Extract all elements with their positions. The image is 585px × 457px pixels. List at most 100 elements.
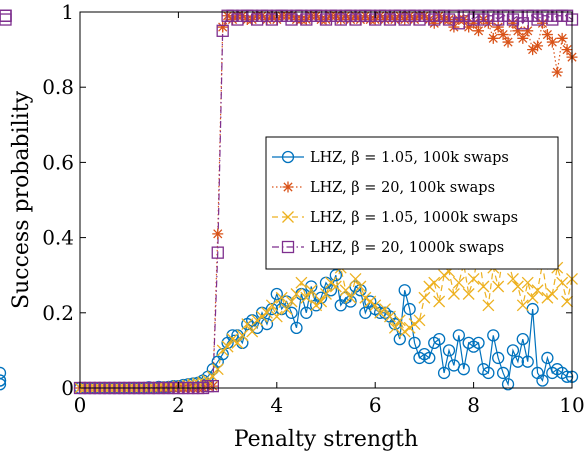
y-axis-label: Success probability <box>9 90 34 309</box>
data-point <box>403 302 416 316</box>
y-tick-label: 1 <box>61 0 74 24</box>
legend-label: LHZ, β = 20, 1000k swaps <box>310 240 504 256</box>
data-point <box>487 329 500 342</box>
x-tick-label: 8 <box>467 393 480 417</box>
data-point <box>393 314 406 327</box>
legend-box <box>265 136 559 270</box>
data-point <box>413 314 426 327</box>
data-point <box>517 32 529 44</box>
data-point <box>472 336 485 350</box>
data-point <box>384 310 396 323</box>
data-point <box>546 36 558 48</box>
data-point <box>339 284 352 297</box>
y-tick-label: 0 <box>61 376 74 400</box>
data-point <box>206 379 219 393</box>
data-point <box>310 299 323 312</box>
data-point <box>556 276 569 289</box>
data-point <box>560 370 574 383</box>
data-point <box>442 344 456 357</box>
data-point <box>423 351 436 365</box>
data-point <box>507 273 519 285</box>
legend-entries: LHZ, β = 1.05, 100k swaps LHZ, β = 20, 10… <box>272 150 518 256</box>
data-point <box>226 333 239 346</box>
data-point <box>261 306 273 319</box>
data-point <box>561 295 574 308</box>
data-point <box>428 276 441 289</box>
axis-ticks <box>79 11 573 389</box>
data-point <box>221 340 234 353</box>
data-point <box>496 366 510 380</box>
data-point <box>526 291 539 304</box>
data-point <box>295 276 308 289</box>
data-point <box>522 25 534 37</box>
legend: LHZ, β = 1.05, 100k swaps LHZ, β = 20, 10… <box>265 136 559 270</box>
data-point <box>546 288 559 300</box>
data-point <box>379 303 391 315</box>
legend-entry: LHZ, β = 20, 100k swaps <box>272 180 495 196</box>
data-point <box>241 318 254 331</box>
data-point <box>329 280 342 293</box>
data-point <box>388 321 401 334</box>
legend-entry: LHZ, β = 1.05, 1000k swaps <box>272 210 518 226</box>
data-point <box>344 291 357 304</box>
legend-label: LHZ, β = 1.05, 100k swaps <box>310 150 509 166</box>
data-point <box>265 299 278 312</box>
legend-marker <box>281 150 295 164</box>
data-point <box>0 9 12 22</box>
data-point <box>462 288 475 300</box>
data-point <box>0 9 12 22</box>
data-point <box>329 269 342 282</box>
x-tick-label: 4 <box>270 393 283 417</box>
data-point <box>408 318 421 331</box>
data-point <box>487 32 499 44</box>
y-tick-label: 0.8 <box>42 75 74 99</box>
legend-entry: LHZ, β = 1.05, 100k swaps <box>272 150 509 166</box>
data-point <box>217 21 229 33</box>
legend-marker <box>281 240 295 254</box>
y-tick-label: 0.2 <box>42 301 74 325</box>
data-point <box>473 25 485 37</box>
data-point <box>501 378 515 391</box>
data-point <box>447 288 460 300</box>
series-line-3 <box>80 14 573 389</box>
data-point <box>300 306 313 319</box>
data-point <box>354 280 367 293</box>
data-point <box>314 291 328 304</box>
data-point <box>408 336 421 350</box>
data-point <box>423 280 436 293</box>
data-point <box>507 17 519 29</box>
data-point <box>516 299 529 312</box>
data-point <box>506 344 520 357</box>
data-point <box>216 348 229 361</box>
x-tick-label: 6 <box>369 393 382 417</box>
data-point <box>265 302 279 316</box>
data-point <box>551 66 563 78</box>
data-point <box>275 291 288 304</box>
data-point <box>433 295 446 308</box>
data-point <box>438 269 451 282</box>
legend-marker <box>282 181 294 193</box>
data-point <box>492 280 505 293</box>
data-point <box>0 9 12 22</box>
data-point <box>320 288 332 300</box>
data-point <box>512 25 524 37</box>
data-point <box>541 29 553 41</box>
x-tick-label: 10 <box>559 393 584 417</box>
data-point <box>231 336 244 349</box>
data-point <box>516 332 529 346</box>
data-point <box>324 284 338 297</box>
data-point <box>211 246 224 259</box>
data-point <box>216 24 229 37</box>
data-point <box>511 280 524 293</box>
y-tick-label: 0.4 <box>42 226 74 250</box>
data-point <box>285 295 298 308</box>
data-point <box>324 276 337 289</box>
data-point <box>477 280 490 293</box>
data-point <box>0 366 7 380</box>
data-point <box>290 321 303 334</box>
legend-marker <box>282 211 294 223</box>
data-point <box>541 291 554 304</box>
data-point <box>374 306 387 319</box>
data-point <box>457 363 470 376</box>
data-point <box>452 329 465 342</box>
